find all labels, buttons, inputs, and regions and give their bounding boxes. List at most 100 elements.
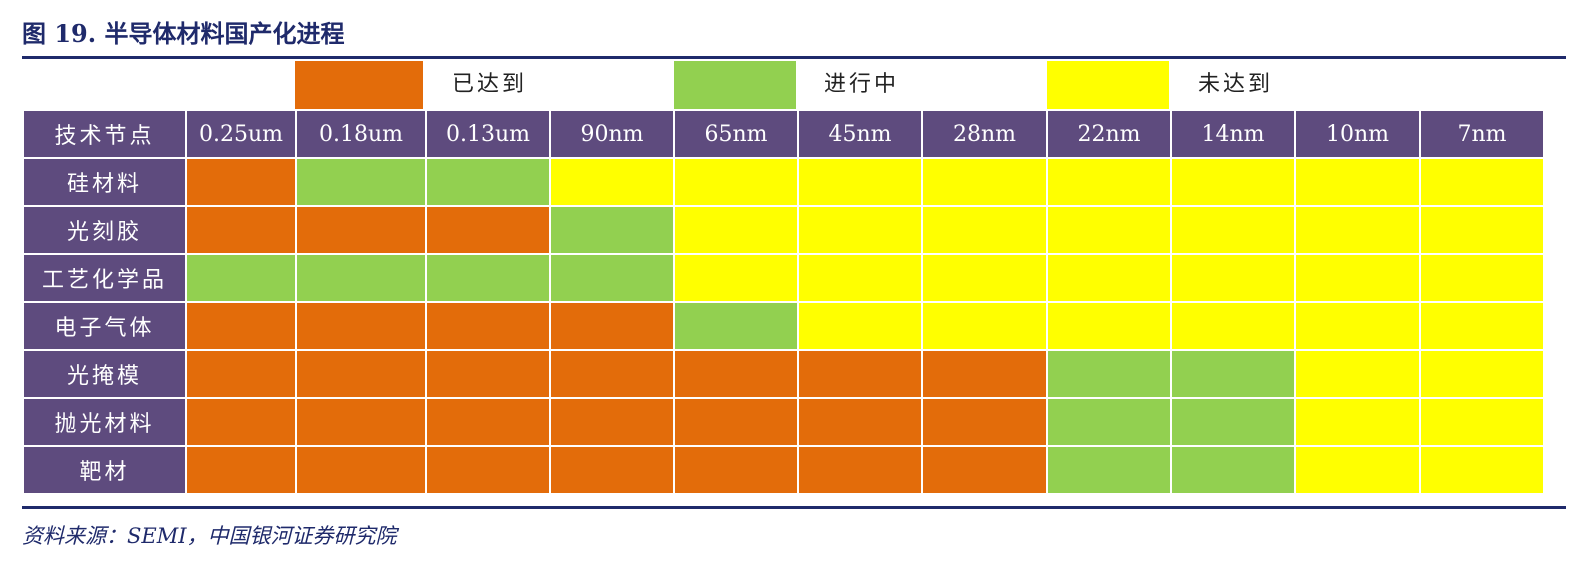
status-cell [295, 253, 427, 303]
status-cell [921, 445, 1048, 495]
status-cell [549, 445, 675, 495]
status-cell [295, 445, 427, 495]
status-cell [295, 301, 427, 351]
table-row: 光刻胶 [22, 205, 1545, 255]
table-row: 工艺化学品 [22, 253, 1545, 303]
node-header: 10nm [1294, 109, 1421, 159]
status-cell [673, 253, 799, 303]
node-header: 0.13um [425, 109, 551, 159]
status-cell [1170, 205, 1296, 255]
status-cell [295, 205, 427, 255]
status-cell [185, 397, 297, 447]
status-cell [549, 205, 675, 255]
status-cell [1419, 205, 1545, 255]
node-header: 14nm [1170, 109, 1296, 159]
node-header: 45nm [797, 109, 923, 159]
node-header: 7nm [1419, 109, 1545, 159]
status-cell [549, 301, 675, 351]
status-cell [797, 445, 923, 495]
status-cell [425, 349, 551, 399]
status-cell [921, 253, 1048, 303]
status-cell [673, 445, 799, 495]
material-label: 工艺化学品 [22, 253, 187, 303]
status-cell [1170, 157, 1296, 207]
status-cell [425, 445, 551, 495]
status-cell [185, 349, 297, 399]
status-cell [1294, 445, 1421, 495]
node-header: 22nm [1046, 109, 1172, 159]
node-header: 90nm [549, 109, 675, 159]
header-row: 技术节点 0.25um 0.18um 0.13um 90nm 65nm 45nm 28nm 22… [22, 109, 1545, 159]
status-cell [549, 157, 675, 207]
status-cell [1419, 157, 1545, 207]
table-row: 电子气体 [22, 301, 1545, 351]
status-cell [1419, 445, 1545, 495]
material-label: 抛光材料 [22, 397, 187, 447]
top-divider [22, 56, 1566, 59]
status-cell [1294, 301, 1421, 351]
status-cell [797, 397, 923, 447]
status-cell [921, 157, 1048, 207]
table-row: 抛光材料 [22, 397, 1545, 447]
status-cell [295, 397, 427, 447]
status-cell [425, 301, 551, 351]
status-cell [1170, 349, 1296, 399]
legend-swatch-in-progress [674, 61, 796, 109]
status-cell [1170, 397, 1296, 447]
status-cell [185, 253, 297, 303]
material-label: 电子气体 [22, 301, 187, 351]
status-cell [673, 157, 799, 207]
bottom-divider [22, 506, 1566, 509]
status-cell [425, 253, 551, 303]
status-cell [1170, 253, 1296, 303]
status-cell [1046, 205, 1172, 255]
status-cell [673, 205, 799, 255]
status-cell [1170, 445, 1296, 495]
status-cell [1419, 253, 1545, 303]
status-cell [1419, 397, 1545, 447]
status-cell [1294, 349, 1421, 399]
status-cell [185, 301, 297, 351]
status-cell [1046, 445, 1172, 495]
table-row: 靶材 [22, 445, 1545, 495]
status-cell [1294, 253, 1421, 303]
status-cell [185, 445, 297, 495]
status-cell [1419, 349, 1545, 399]
status-cell [797, 205, 923, 255]
status-cell [1294, 157, 1421, 207]
status-cell [673, 397, 799, 447]
status-cell [425, 157, 551, 207]
status-cell [921, 349, 1048, 399]
material-label: 光掩模 [22, 349, 187, 399]
node-header: 65nm [673, 109, 799, 159]
corner-header: 技术节点 [22, 109, 187, 159]
status-cell [1294, 205, 1421, 255]
status-cell [1170, 301, 1296, 351]
status-cell [1046, 349, 1172, 399]
node-header: 28nm [921, 109, 1048, 159]
status-cell [185, 157, 297, 207]
status-cell [1046, 253, 1172, 303]
status-cell [549, 397, 675, 447]
legend-label-reached: 已达到 [452, 72, 528, 97]
status-cell [185, 205, 297, 255]
status-cell [1046, 157, 1172, 207]
status-cell [797, 253, 923, 303]
source-note: 资料来源：SEMI，中国银河证券研究院 [22, 524, 397, 548]
legend-swatch-not-reached [1047, 61, 1169, 109]
material-label: 光刻胶 [22, 205, 187, 255]
node-header: 0.25um [185, 109, 297, 159]
status-cell [921, 397, 1048, 447]
figure-title: 图 19. 半导体材料国产化进程 [22, 19, 345, 48]
status-cell [797, 349, 923, 399]
status-cell [1046, 301, 1172, 351]
status-cell [295, 349, 427, 399]
status-cell [797, 301, 923, 351]
status-cell [549, 253, 675, 303]
status-cell [797, 157, 923, 207]
status-cell [921, 301, 1048, 351]
status-cell [425, 205, 551, 255]
legend-swatch-reached [295, 61, 423, 109]
status-cell [1046, 397, 1172, 447]
table-row: 硅材料 [22, 157, 1545, 207]
